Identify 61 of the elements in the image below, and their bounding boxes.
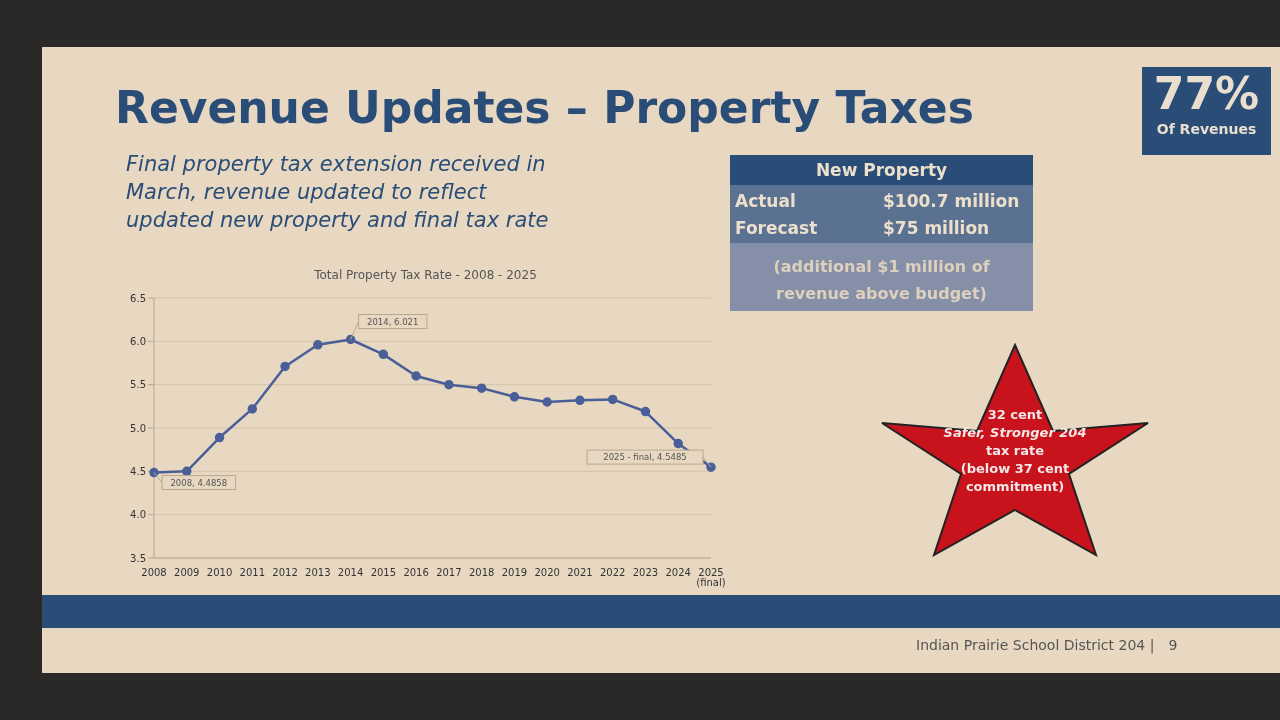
- text: Indian Prairie School District 204 |: [916, 637, 1155, 653]
- note-callout: 2025 - final, 4.5485: [586, 449, 712, 468]
- text: Revenue Updates – Property Taxes: [115, 82, 974, 133]
- x-tick-label: 2020: [534, 567, 560, 578]
- x-tick-label: 2012: [272, 567, 298, 578]
- point: [378, 349, 389, 360]
- x-tick-label: 2008: [141, 567, 167, 578]
- x-tick-label: 2015: [370, 567, 397, 578]
- x-tick-label: 2023: [632, 567, 659, 578]
- point: [640, 406, 651, 417]
- x-tick-label: 2009: [174, 567, 200, 578]
- x-tick-label: 2024: [665, 567, 691, 578]
- x-tick-label: 2016: [403, 567, 429, 578]
- point: [509, 392, 520, 402]
- note-callout: 2014, 6.021: [350, 314, 428, 340]
- text: (below 37 cent commitment): [959, 460, 1071, 496]
- y-tick-label: 5.0: [130, 422, 146, 434]
- point: [542, 397, 552, 407]
- x-tick-label: 2022: [599, 567, 626, 578]
- point: [575, 395, 585, 406]
- x-tick-label: 2019: [501, 567, 528, 578]
- point: [214, 432, 225, 443]
- point: [476, 383, 487, 393]
- text: Final property tax extension received in March, revenue updated to reflect updated new property and final tax rate: [126, 151, 550, 234]
- note-callout: 2008, 4.4858: [153, 472, 237, 491]
- text: 9: [1168, 637, 1178, 653]
- point: [247, 404, 258, 414]
- text: Forecast: [735, 217, 819, 238]
- point: [444, 379, 454, 390]
- text: 32 cent: [986, 406, 1044, 424]
- x-tick-label: 2025 (final): [696, 567, 726, 588]
- text: Actual: [735, 190, 797, 211]
- y-tick-label: 6.5: [130, 292, 146, 304]
- annotation: 2025 - final, 4.5485: [603, 452, 687, 463]
- text: New Property: [730, 155, 1033, 185]
- text: (additional $1 million of revenue above budget): [730, 243, 1033, 311]
- point: [673, 438, 683, 449]
- chart-title: Total Property Tax Rate - 2008 - 2025: [313, 268, 538, 284]
- y-tick-label: 4.0: [130, 509, 146, 521]
- x-tick-label: 2018: [468, 567, 495, 578]
- y-tick-label: 3.5: [130, 552, 146, 564]
- annotation: 2008, 4.4858: [170, 477, 228, 488]
- point: [607, 394, 618, 405]
- text: $100.7 million: [883, 190, 1020, 211]
- annotation: 2014, 6.021: [367, 316, 419, 327]
- point: [411, 371, 421, 381]
- x-tick-label: 2013: [305, 567, 331, 578]
- x-tick-label: 2011: [239, 567, 266, 578]
- x-tick-label: 2021: [567, 567, 593, 578]
- x-tick-label: 2014: [337, 567, 364, 578]
- y-tick-label: 6.0: [130, 335, 146, 347]
- point: [280, 361, 290, 372]
- y-tick-label: 4.5: [130, 465, 146, 477]
- text: Of Revenues: [1155, 121, 1258, 137]
- text: $75 million: [883, 217, 990, 238]
- text: 77%: [1152, 67, 1261, 121]
- y-tick-label: 5.5: [130, 379, 146, 391]
- x-tick-label: 2017: [436, 567, 462, 578]
- point: [313, 340, 323, 350]
- x-tick-label: 2010: [206, 567, 233, 578]
- text: tax rate: [984, 442, 1046, 460]
